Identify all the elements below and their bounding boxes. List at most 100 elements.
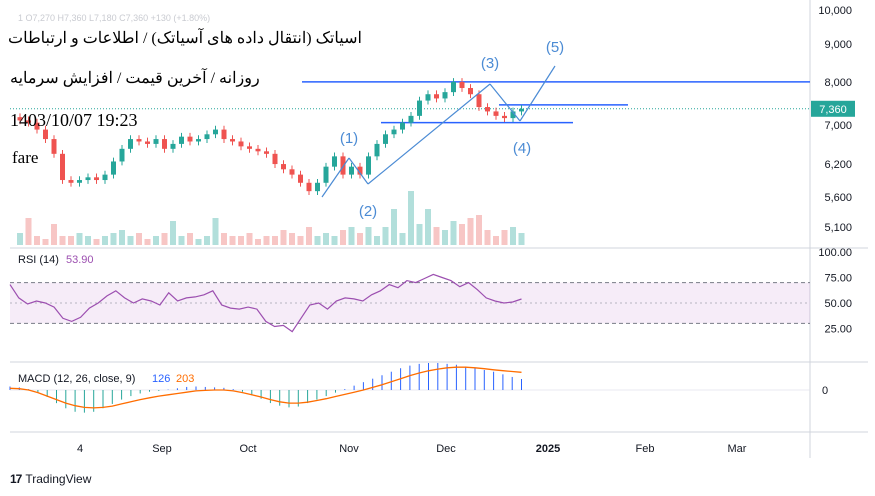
candle-body — [485, 107, 490, 112]
volume-bar — [255, 239, 261, 245]
price-tick-label: 8,000 — [824, 77, 852, 89]
candle-body — [17, 117, 23, 121]
candle-body — [170, 143, 176, 149]
volume-bar — [416, 224, 423, 245]
time-tick-label: Dec — [436, 443, 456, 455]
macd-panel: MACD (12, 26, close, 9) 126 203 — [9, 363, 810, 413]
price-tick-label: 6,200 — [824, 159, 852, 171]
volume-bar — [246, 233, 253, 245]
chart-subtitle: روزانه / آخرین قیمت / افزایش سرمایه — [10, 70, 260, 87]
candle-body — [383, 134, 388, 144]
volume-bar — [442, 230, 448, 245]
volume-bar — [204, 236, 210, 245]
volume-bar — [476, 215, 482, 245]
rsi-tick-label: 25.00 — [824, 324, 852, 336]
time-tick-label: Nov — [339, 443, 359, 455]
tradingview-logo[interactable]: 17 TradingView — [10, 472, 91, 486]
horizontal-levels[interactable]: 7,360 — [10, 81, 855, 124]
candle-body — [68, 180, 74, 183]
rsi-name: RSI (14) — [18, 254, 59, 266]
volume-bar — [314, 236, 321, 245]
price-candles — [17, 78, 524, 196]
candle-body — [468, 88, 473, 95]
macd-signal-line — [9, 366, 522, 409]
volume-bar — [263, 236, 270, 245]
volume-bar — [289, 233, 295, 245]
wave-line — [348, 157, 369, 185]
candle-body — [400, 122, 405, 130]
volume-bar — [76, 233, 83, 245]
candle-body — [238, 141, 244, 147]
volume-bar — [408, 191, 414, 245]
time-tick-label: 4 — [77, 443, 83, 455]
volume-bar — [119, 230, 125, 245]
candle-body — [459, 81, 465, 89]
volume-bar — [493, 236, 499, 245]
tradingview-logo-icon: 17 — [10, 472, 22, 486]
rsi-tick-label: 50.00 — [824, 298, 852, 310]
volume-bar — [17, 233, 23, 245]
time-tick-label: Oct — [239, 443, 256, 455]
candle-body — [442, 92, 448, 99]
candle-body — [349, 166, 354, 175]
grid — [10, 0, 868, 458]
candle-body — [111, 161, 116, 175]
candle-body — [85, 177, 91, 181]
volume-bar — [85, 236, 91, 245]
axes: 10,000 9,000 8,000 7,000 6,200 5,600 5,100 100.… — [77, 5, 852, 455]
wave-line — [367, 83, 491, 185]
candle-body — [136, 139, 142, 142]
candle-body — [289, 169, 295, 175]
candle-body — [60, 153, 65, 181]
volume-bar — [323, 233, 329, 245]
candle-body — [281, 164, 286, 170]
volume-bar — [272, 236, 278, 245]
candle-body — [298, 174, 303, 183]
ohlc-readout: 1 O7,270 H7,360 L7,180 C7,360 +130 (+1.8… — [18, 13, 211, 23]
volume-bar — [365, 227, 372, 245]
candle-body — [34, 122, 40, 130]
rsi-panel: RSI (14) 53.90 — [9, 254, 810, 333]
candle-body — [272, 153, 278, 165]
wave-label: (4) — [513, 140, 531, 157]
candle-body — [221, 129, 227, 140]
volume-bar — [484, 230, 491, 245]
candle-body — [451, 81, 456, 93]
candle-body — [77, 180, 82, 183]
candle-body — [502, 115, 507, 119]
volume-bar — [42, 239, 49, 245]
volume-bar — [280, 230, 287, 245]
candle-body — [306, 182, 312, 192]
volume-bar — [161, 233, 168, 245]
volume-bar — [102, 236, 108, 245]
candle-body — [255, 148, 261, 152]
candle-body — [332, 156, 337, 167]
volume-bar — [34, 236, 40, 245]
candle-body — [145, 141, 150, 144]
volume-bar — [357, 233, 363, 245]
volume-bar — [348, 227, 355, 245]
candle-body — [247, 146, 252, 149]
candle-body — [315, 182, 320, 192]
candle-body — [476, 94, 482, 108]
elliott-waves[interactable]: (1) (2) (3) (4) (5) — [321, 39, 564, 220]
rsi-value: 53.90 — [66, 254, 94, 266]
candle-body — [391, 129, 397, 135]
brand-name: TradingView — [25, 472, 92, 486]
chart-title: اسیاتک (انتقال داده های آسیاتک) / اطلاعا… — [8, 30, 362, 47]
candle-body — [94, 177, 99, 181]
last-price-label: 7,360 — [819, 104, 847, 116]
time-tick-label: Feb — [636, 443, 655, 455]
volume-bar — [340, 230, 346, 245]
volume-bar — [127, 236, 134, 245]
candle-body — [43, 129, 48, 140]
candle-body — [493, 111, 499, 116]
volume-bar — [212, 218, 219, 245]
time-tick-label: 2025 — [536, 443, 560, 455]
volume-bar — [170, 221, 176, 245]
volume-bar — [25, 218, 32, 245]
candle-body — [519, 108, 524, 112]
volume-bar — [433, 227, 440, 245]
volume-bar — [467, 218, 474, 245]
